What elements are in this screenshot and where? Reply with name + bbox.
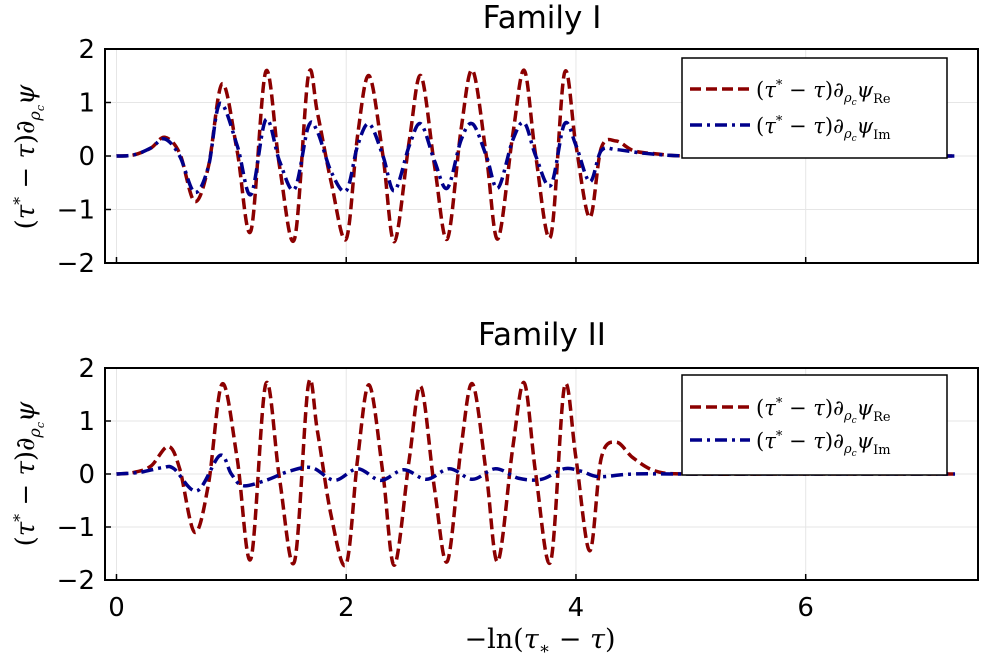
y-tick-label: −1 bbox=[57, 196, 95, 226]
panel-title: Family II bbox=[478, 317, 606, 353]
series-line-im bbox=[116, 101, 956, 197]
x-tick-label: 6 bbox=[797, 593, 814, 623]
x-tick-label: 2 bbox=[338, 593, 355, 623]
panel-family-i: Family I (τ* − τ)∂ρcψ −2 −1 0 1 2 (τ* − τ)∂ρ… bbox=[10, 0, 979, 279]
series-line-im bbox=[116, 453, 956, 493]
series-line-re bbox=[116, 377, 956, 568]
y-tick-label: −1 bbox=[57, 513, 95, 543]
legend: (τ* − τ)∂ρcψRe (τ* − τ)∂ρcψIm bbox=[681, 57, 948, 159]
y-tick-label: −2 bbox=[57, 566, 95, 596]
x-tick-labels: 0 2 4 6 bbox=[108, 574, 814, 623]
y-tick-label: 1 bbox=[78, 89, 95, 119]
y-tick-label: 0 bbox=[78, 460, 95, 490]
plot-frame bbox=[104, 48, 979, 264]
legend-box bbox=[681, 374, 948, 476]
y-tick-labels: −2 −1 0 1 2 bbox=[57, 35, 111, 279]
legend-label-re: (τ* − τ)∂ρcψRe bbox=[756, 396, 891, 426]
y-axis-label: (τ* − τ)∂ρcψ bbox=[10, 84, 47, 229]
panel-title: Family I bbox=[483, 0, 602, 36]
x-tick-label: 0 bbox=[108, 593, 125, 623]
series-group bbox=[116, 377, 956, 568]
legend-label-im: (τ* − τ)∂ρcψIm bbox=[756, 114, 891, 144]
y-tick-labels: −2 −1 0 1 2 bbox=[57, 354, 111, 596]
legend-label-re: (τ* − τ)∂ρcψRe bbox=[756, 78, 891, 108]
y-axis-label: (τ* − τ)∂ρcψ bbox=[10, 401, 47, 546]
y-tick-label: 2 bbox=[78, 35, 95, 65]
y-tick-label: 0 bbox=[78, 142, 95, 172]
legend-label-im: (τ* − τ)∂ρcψIm bbox=[756, 429, 891, 459]
y-tick-label: −2 bbox=[57, 249, 95, 279]
y-tick-label: 2 bbox=[78, 354, 95, 384]
legend: (τ* − τ)∂ρcψRe (τ* − τ)∂ρcψIm bbox=[681, 374, 948, 476]
plot-frame bbox=[104, 367, 979, 581]
series-group bbox=[116, 68, 956, 244]
series-line-re bbox=[116, 68, 956, 244]
x-axis-label: −ln(τ∗ − τ) bbox=[465, 624, 616, 659]
panel-family-ii: Family II (τ* − τ)∂ρcψ −2 −1 0 1 2 0 2 4 6 (τ* … bbox=[10, 317, 979, 623]
x-tick-label: 4 bbox=[568, 593, 585, 623]
legend-box bbox=[681, 57, 948, 159]
y-tick-label: 1 bbox=[78, 407, 95, 437]
